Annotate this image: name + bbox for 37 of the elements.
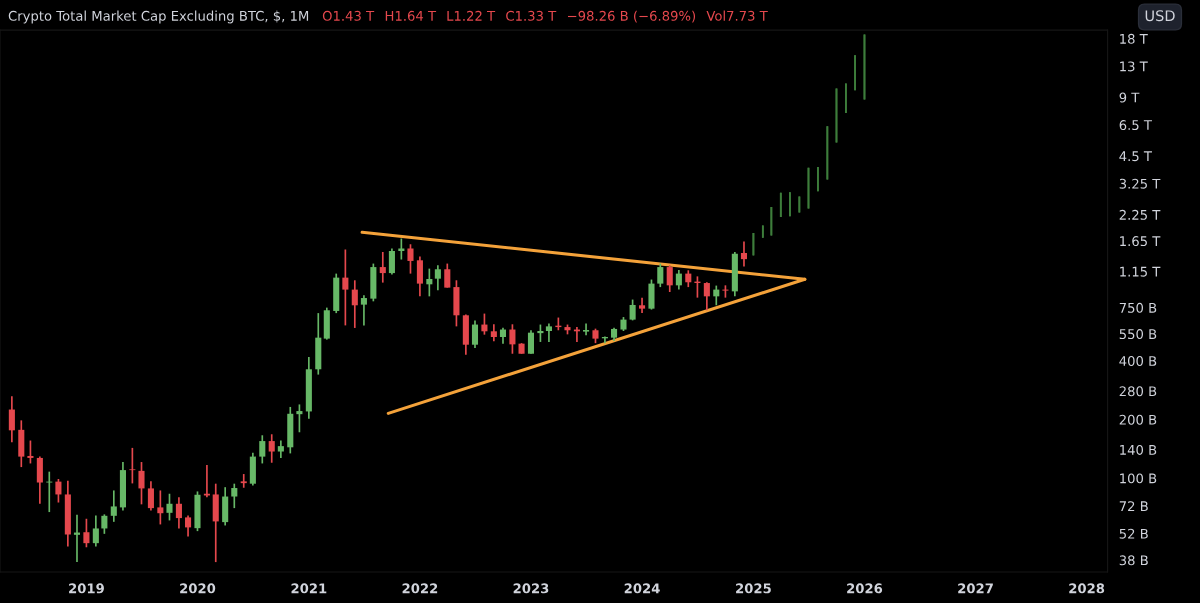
y-tick-label: 4.5 T <box>1119 151 1152 162</box>
x-tick-label: 2025 <box>736 583 771 594</box>
y-tick-label: 280 B <box>1119 386 1157 397</box>
y-tick-label: 2.25 T <box>1119 209 1161 220</box>
y-tick-label: 1.15 T <box>1120 266 1161 277</box>
text: Vol7.73 T <box>706 10 768 21</box>
x-tick-label: 2023 <box>513 583 549 594</box>
x-tick-label: 2019 <box>69 583 104 594</box>
x-tick-label: 2026 <box>847 583 883 594</box>
y-tick-label: 52 B <box>1119 528 1148 539</box>
y-tick-label: 100 B <box>1120 473 1157 484</box>
y-tick-label: 18 T <box>1120 33 1148 44</box>
x-tick-label: 2022 <box>402 583 438 594</box>
y-tick-label: 13 T <box>1120 61 1148 72</box>
y-tick-label: 140 B <box>1120 444 1157 455</box>
text: −98.26 B (−6.89%) <box>568 10 696 23</box>
x-tick-label: 2021 <box>291 583 327 594</box>
text: O1.43 T <box>322 10 375 21</box>
y-tick-label: 200 B <box>1119 414 1157 425</box>
x-tick-label: 2024 <box>624 583 660 594</box>
y-tick-label: 9 T <box>1119 92 1140 103</box>
x-tick-label: 2028 <box>1069 583 1105 594</box>
y-tick-label: 550 B <box>1119 329 1157 340</box>
text: USD <box>1145 10 1175 22</box>
y-tick-label: 6.5 T <box>1119 120 1152 131</box>
text: L1.22 T <box>447 10 496 21</box>
x-tick-label: 2027 <box>958 583 993 594</box>
y-tick-label: 400 B <box>1119 356 1157 367</box>
y-tick-label: 750 B <box>1119 302 1157 313</box>
chart-title: Crypto Total Market Cap Excluding BTC, $, 1M <box>8 10 309 24</box>
text: H1.64 T <box>385 10 437 21</box>
y-tick-label: 72 B <box>1119 501 1148 511</box>
y-tick-label: 1.65 T <box>1120 236 1161 247</box>
text: C1.33 T <box>506 10 557 21</box>
y-tick-label: 3.25 T <box>1119 178 1161 189</box>
x-tick-label: 2020 <box>180 583 216 594</box>
y-tick-label: 38 B <box>1119 555 1148 566</box>
